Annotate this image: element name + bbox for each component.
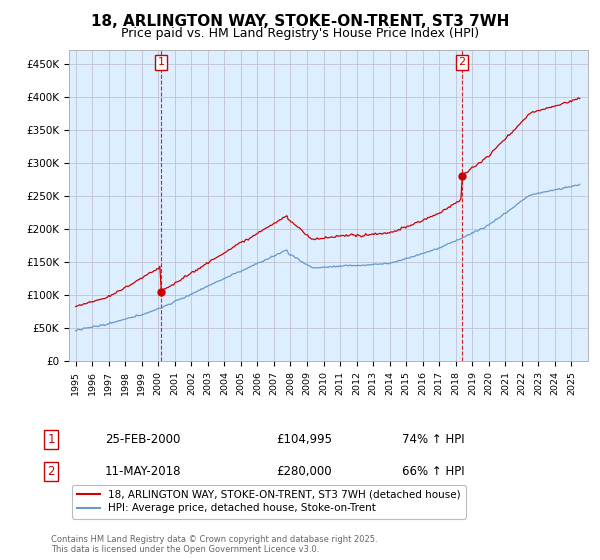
Text: £280,000: £280,000 (276, 465, 332, 478)
Text: 66% ↑ HPI: 66% ↑ HPI (402, 465, 464, 478)
Legend: 18, ARLINGTON WAY, STOKE-ON-TRENT, ST3 7WH (detached house), HPI: Average price,: 18, ARLINGTON WAY, STOKE-ON-TRENT, ST3 7… (71, 484, 466, 519)
Text: Contains HM Land Registry data © Crown copyright and database right 2025.
This d: Contains HM Land Registry data © Crown c… (51, 535, 377, 554)
Text: Price paid vs. HM Land Registry's House Price Index (HPI): Price paid vs. HM Land Registry's House … (121, 27, 479, 40)
Text: 25-FEB-2000: 25-FEB-2000 (105, 433, 181, 446)
Text: 11-MAY-2018: 11-MAY-2018 (105, 465, 182, 478)
Text: 74% ↑ HPI: 74% ↑ HPI (402, 433, 464, 446)
Text: 2: 2 (47, 465, 55, 478)
Text: 1: 1 (47, 433, 55, 446)
Text: 2: 2 (458, 57, 466, 67)
Text: 18, ARLINGTON WAY, STOKE-ON-TRENT, ST3 7WH: 18, ARLINGTON WAY, STOKE-ON-TRENT, ST3 7… (91, 14, 509, 29)
Text: £104,995: £104,995 (276, 433, 332, 446)
Text: 1: 1 (158, 57, 164, 67)
